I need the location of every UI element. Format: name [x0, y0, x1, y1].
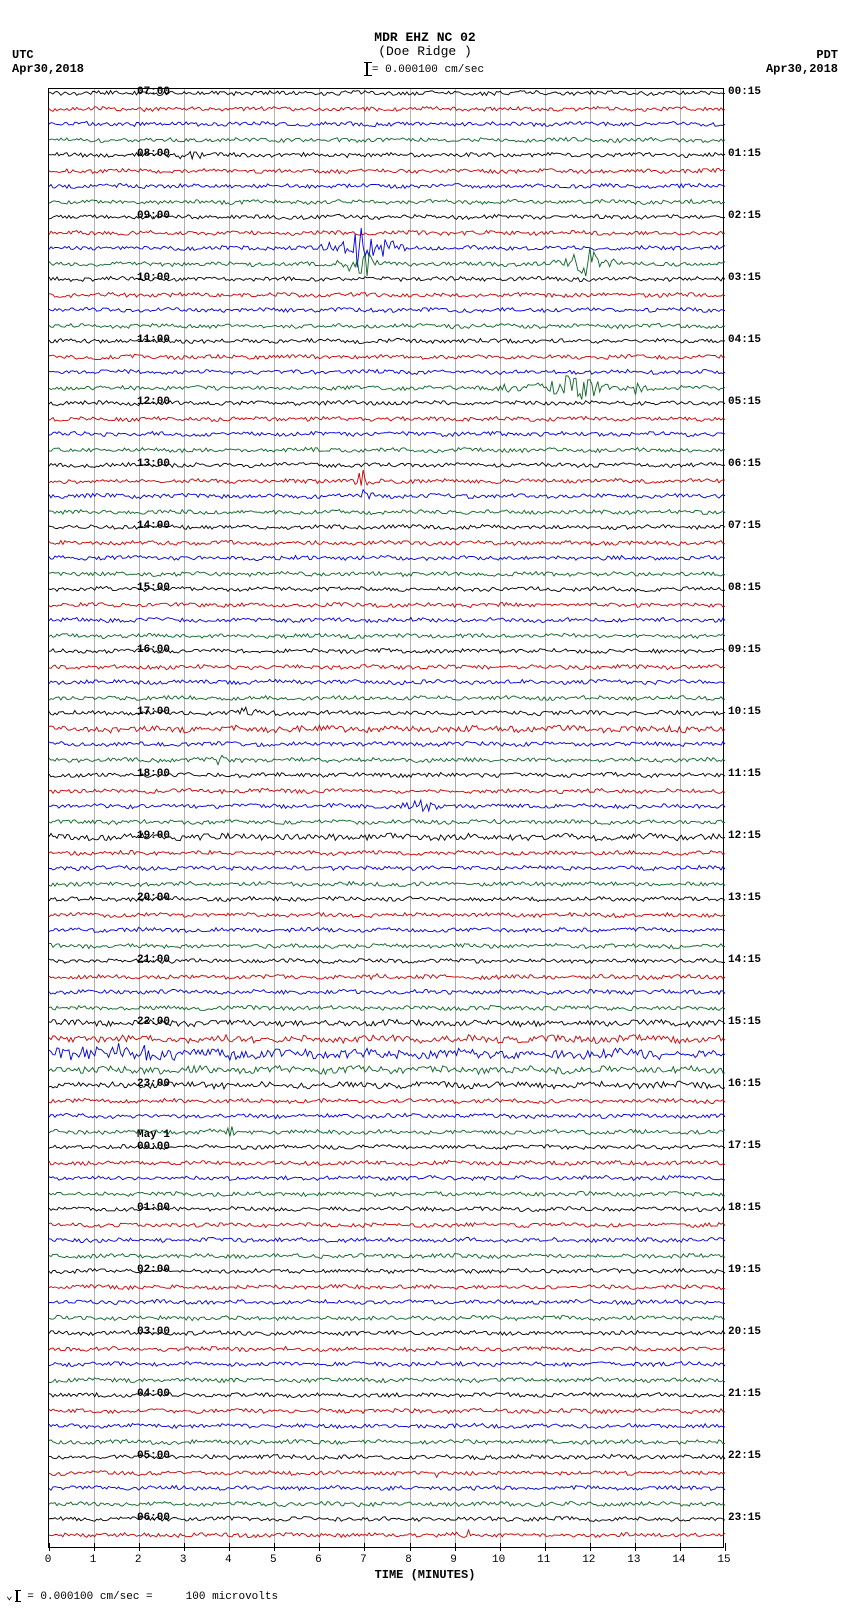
x-tick [680, 1543, 681, 1551]
pdt-hour-label: 05:15 [728, 396, 761, 408]
station-code-title: MDR EHZ NC 02 [0, 30, 850, 45]
utc-hour-label: 17:00 [137, 706, 170, 718]
utc-hour-label: 18:00 [137, 768, 170, 780]
x-tick-label: 2 [135, 1554, 142, 1566]
x-tick-label: 15 [717, 1554, 730, 1566]
pdt-hour-label: 13:15 [728, 892, 761, 904]
utc-hour-label: 16:00 [137, 644, 170, 656]
x-tick-label: 6 [315, 1554, 322, 1566]
pdt-hour-label: 08:15 [728, 582, 761, 594]
left-timezone: UTC [12, 48, 34, 62]
x-tick [455, 1543, 456, 1551]
footer-suffix: 100 microvolts [186, 1591, 278, 1603]
x-tick-label: 9 [450, 1554, 457, 1566]
utc-hour-label: 14:00 [137, 520, 170, 532]
pdt-hour-label: 00:15 [728, 86, 761, 98]
pdt-hour-label: 14:15 [728, 954, 761, 966]
x-tick [500, 1543, 501, 1551]
pdt-hour-label: 16:15 [728, 1078, 761, 1090]
utc-hour-label: 22:00 [137, 1016, 170, 1028]
x-tick [49, 1543, 50, 1551]
x-tick [725, 1543, 726, 1551]
pdt-hour-label: 03:15 [728, 272, 761, 284]
x-tick [635, 1543, 636, 1551]
pdt-hour-label: 17:15 [728, 1140, 761, 1152]
utc-hour-label: 09:00 [137, 210, 170, 222]
utc-hour-label: 19:00 [137, 830, 170, 842]
utc-hour-label: 05:00 [137, 1450, 170, 1462]
utc-hour-label: 10:00 [137, 272, 170, 284]
right-date: Apr30,2018 [766, 62, 838, 76]
utc-hour-label: 12:00 [137, 396, 170, 408]
x-tick-label: 13 [627, 1554, 640, 1566]
pdt-hour-label: 11:15 [728, 768, 761, 780]
x-tick-label: 5 [270, 1554, 277, 1566]
footer-scale: ⌄ = 0.000100 cm/sec = 100 microvolts [6, 1589, 278, 1603]
x-tick-label: 10 [492, 1554, 505, 1566]
utc-hour-label: 21:00 [137, 954, 170, 966]
pdt-hour-label: 21:15 [728, 1388, 761, 1400]
utc-hour-label: 04:00 [137, 1388, 170, 1400]
pdt-hour-label: 10:15 [728, 706, 761, 718]
x-tick [364, 1543, 365, 1551]
x-tick-label: 14 [672, 1554, 685, 1566]
utc-hour-label: 03:00 [137, 1326, 170, 1338]
seismic-trace [49, 1535, 723, 1536]
pdt-hour-label: 02:15 [728, 210, 761, 222]
x-tick [139, 1543, 140, 1551]
pdt-hour-label: 04:15 [728, 334, 761, 346]
utc-hour-label: 01:00 [137, 1202, 170, 1214]
utc-hour-label: 23:00 [137, 1078, 170, 1090]
utc-hour-label: 11:00 [137, 334, 170, 346]
pdt-hour-label: 09:15 [728, 644, 761, 656]
station-location: (Doe Ridge ) [0, 44, 850, 59]
x-tick [590, 1543, 591, 1551]
utc-hour-label: 07:00 [137, 86, 170, 98]
x-tick [545, 1543, 546, 1551]
pdt-hour-label: 18:15 [728, 1202, 761, 1214]
utc-hour-label: 02:00 [137, 1264, 170, 1276]
x-tick [184, 1543, 185, 1551]
x-tick [94, 1543, 95, 1551]
x-tick-label: 8 [405, 1554, 412, 1566]
right-timezone: PDT [816, 48, 838, 62]
pdt-hour-label: 15:15 [728, 1016, 761, 1028]
utc-hour-label: 13:00 [137, 458, 170, 470]
pdt-hour-label: 07:15 [728, 520, 761, 532]
pdt-hour-label: 22:15 [728, 1450, 761, 1462]
x-tick [274, 1543, 275, 1551]
utc-hour-label: 08:00 [137, 148, 170, 160]
utc-hour-label: 06:00 [137, 1512, 170, 1524]
utc-hour-label: 15:00 [137, 582, 170, 594]
pdt-hour-label: 23:15 [728, 1512, 761, 1524]
utc-hour-label: 20:00 [137, 892, 170, 904]
pdt-hour-label: 06:15 [728, 458, 761, 470]
x-tick-label: 12 [582, 1554, 595, 1566]
x-tick-label: 7 [360, 1554, 367, 1566]
utc-hour-label: May 100:00 [137, 1129, 170, 1153]
x-tick-label: 4 [225, 1554, 232, 1566]
x-axis-title: TIME (MINUTES) [0, 1568, 850, 1582]
footer-prefix: = 0.000100 cm/sec = [27, 1591, 152, 1603]
pdt-hour-label: 01:15 [728, 148, 761, 160]
x-tick-label: 0 [45, 1554, 52, 1566]
pdt-hour-label: 20:15 [728, 1326, 761, 1338]
pdt-hour-label: 19:15 [728, 1264, 761, 1276]
x-tick [229, 1543, 230, 1551]
x-tick [410, 1543, 411, 1551]
pdt-hour-label: 12:15 [728, 830, 761, 842]
x-tick-label: 11 [537, 1554, 550, 1566]
x-tick-label: 3 [180, 1554, 187, 1566]
x-tick [319, 1543, 320, 1551]
x-tick-label: 1 [90, 1554, 97, 1566]
